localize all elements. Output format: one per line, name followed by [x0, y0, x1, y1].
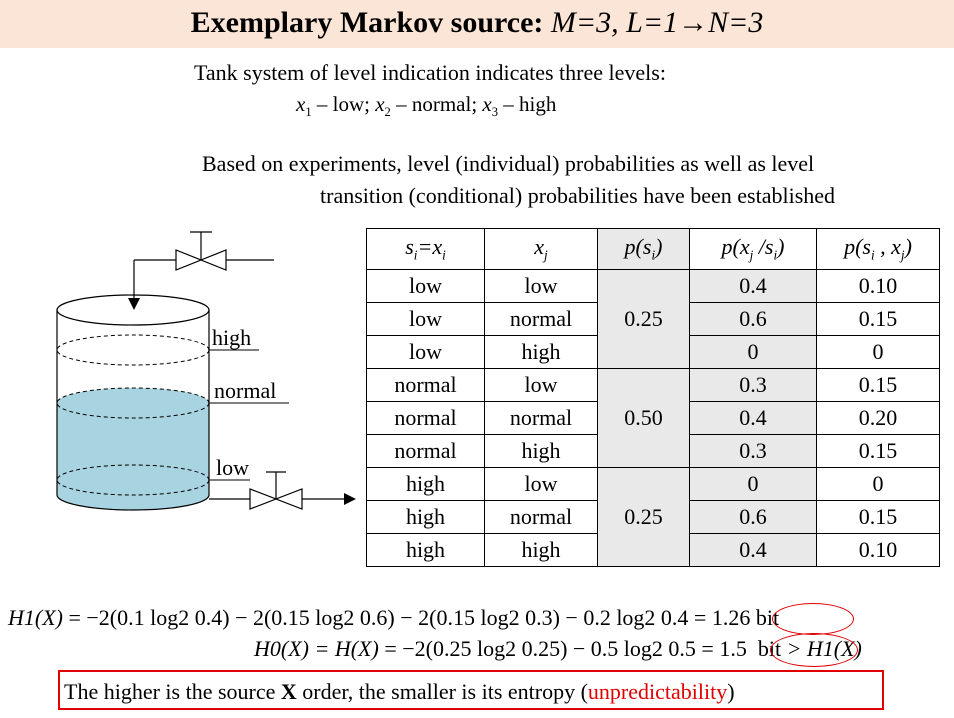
cell-si: high [366, 500, 485, 534]
header-p-xj-given-si: p(xj /si) [689, 228, 817, 270]
cell-p-si: 0.50 [597, 368, 690, 468]
cell-p-joint: 0.15 [816, 500, 940, 534]
cell-p-joint: 0 [816, 467, 940, 501]
description-line-1: Based on experiments, level (individual)… [202, 151, 815, 176]
level-3: x3 – high [482, 92, 557, 120]
cell-p-cond: 0 [689, 467, 817, 501]
tank-label-normal: normal [214, 378, 277, 403]
table-row: low high 0 0 [366, 335, 940, 369]
cell-xj: normal [484, 302, 598, 336]
result-h1: 1.26 bit [711, 605, 780, 630]
cell-p-cond: 0 [689, 335, 817, 369]
cell-p-joint: 0.15 [816, 434, 940, 468]
cell-p-cond: 0.6 [689, 302, 817, 336]
table-row: normal high 0.3 0.15 [366, 434, 940, 468]
intro-line: Tank system of level indication indicate… [194, 60, 666, 85]
cell-p-cond: 0.4 [689, 269, 817, 303]
cell-p-cond: 0.3 [689, 434, 817, 468]
highlight-ellipse-h1 [772, 603, 854, 635]
table-row: normal low 0.50 0.3 0.15 [366, 368, 940, 468]
cell-si: low [366, 302, 485, 336]
cell-xj: normal [484, 500, 598, 534]
title-text: Exemplary Markov source: [190, 6, 544, 39]
cell-p-joint: 0.10 [816, 533, 940, 567]
cell-p-cond: 0.4 [689, 533, 817, 567]
highlight-ellipse-h0 [770, 633, 858, 667]
table-row: high low 0.25 0 0 [366, 467, 940, 567]
cell-p-si: 0.25 [597, 467, 690, 567]
cell-p-joint: 0.15 [816, 368, 940, 402]
probability-table: si=xi xj p(si) p(xj /si) p(si , xj) low … [366, 228, 940, 567]
table-row: normal normal 0.4 0.20 [366, 401, 940, 435]
cell-p-joint: 0.20 [816, 401, 940, 435]
table-row: low low 0.25 0.4 0.10 [366, 269, 940, 369]
conclusion-box: The higher is the source X order, the sm… [58, 670, 884, 710]
cell-p-joint: 0 [816, 335, 940, 369]
cell-si: low [366, 335, 485, 369]
cell-xj: low [484, 368, 598, 402]
table-row: high normal 0.6 0.15 [366, 500, 940, 534]
level-2: x2 – normal; [375, 92, 478, 120]
water-fill [57, 388, 209, 510]
level-legend: x1 – low; x2 – normal; x3 – high [296, 92, 556, 120]
level-1: x1 – low; [296, 92, 370, 120]
cell-si: low [366, 269, 485, 303]
table-row: high high 0.4 0.10 [366, 533, 940, 567]
tank-label-low: low [216, 455, 249, 480]
cell-xj: high [484, 434, 598, 468]
header-p-si: p(si) [597, 228, 690, 270]
title-bar [0, 0, 954, 48]
cell-xj: low [484, 269, 598, 303]
header-p-si-xj: p(si , xj) [816, 228, 940, 270]
cell-p-cond: 0.4 [689, 401, 817, 435]
cell-p-cond: 0.6 [689, 500, 817, 534]
outlet-valve-icon [249, 471, 303, 510]
header-xj: xj [484, 228, 598, 270]
header-si-xi: si=xi [366, 228, 485, 270]
formula-h1: H1(X) = −2(0.1 log2 0.4) − 2(0.15 log2 0… [8, 605, 780, 630]
cell-si: high [366, 467, 485, 501]
inlet-valve-icon [175, 231, 227, 271]
cell-si: high [366, 533, 485, 567]
tank-diagram [56, 231, 356, 511]
title-params: M=3, L=1→N=3 [550, 6, 764, 39]
cell-xj: high [484, 533, 598, 567]
tank-label-high: high [212, 325, 252, 350]
table-header-row: si=xi xj p(si) p(xj /si) p(si , xj) [366, 228, 940, 270]
cell-xj: high [484, 335, 598, 369]
description-line-2: transition (conditional) probabilities h… [320, 183, 836, 208]
cell-p-joint: 0.15 [816, 302, 940, 336]
cell-si: normal [366, 368, 485, 402]
cell-si: normal [366, 401, 485, 435]
cell-xj: low [484, 467, 598, 501]
cell-p-si: 0.25 [597, 269, 690, 369]
slide-title: Exemplary Markov source: M=3, L=1→N=3 [0, 6, 954, 40]
cell-si: normal [366, 434, 485, 468]
cell-p-cond: 0.3 [689, 368, 817, 402]
cell-p-joint: 0.10 [816, 269, 940, 303]
cell-xj: normal [484, 401, 598, 435]
